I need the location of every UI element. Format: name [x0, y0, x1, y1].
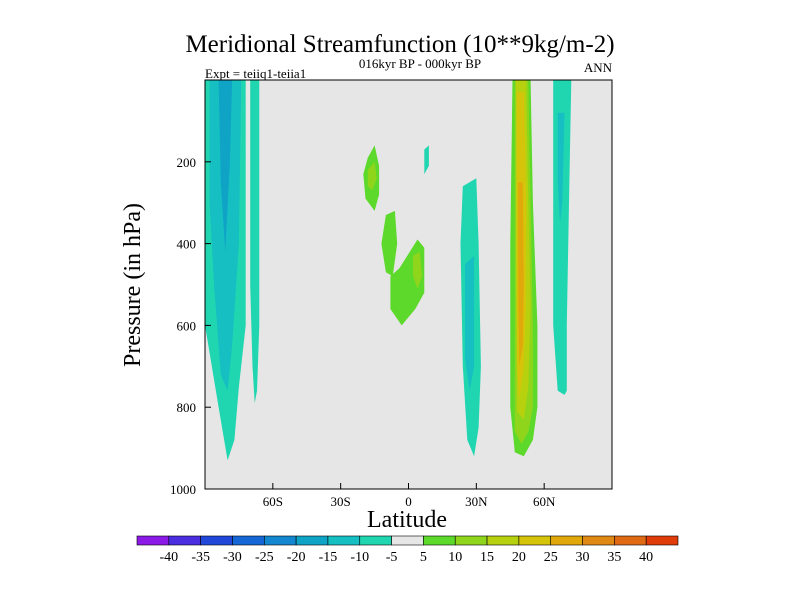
colorbar-swatch	[423, 535, 456, 546]
contour-region-southern-band-core	[218, 80, 233, 252]
chart-right-string: ANN	[584, 60, 613, 75]
colorbar-swatch	[518, 535, 552, 546]
chart-title: Meridional Streamfunction (10**9kg/m-2)	[185, 31, 614, 58]
colorbar-label: 20	[512, 550, 526, 565]
x-tick-label: 30N	[465, 494, 488, 509]
colorbar-swatch	[614, 535, 647, 546]
plot-area: 60S 30S 0 30N 60N 200 400 600 800 1000	[170, 79, 613, 509]
colorbar-label: 5	[420, 550, 427, 565]
x-tick-label: 60S	[263, 494, 283, 509]
x-axis-ticks: 60S 30S 0 30N 60N	[263, 483, 556, 509]
x-tick-label: 0	[405, 494, 412, 509]
y-axis-ticks: 200 400 600 800 1000	[170, 155, 211, 497]
colorbar-swatch	[454, 535, 488, 546]
colorbar-label: 30	[576, 550, 590, 565]
colorbar-label: -35	[191, 550, 210, 565]
colorbar-swatch	[550, 535, 583, 546]
colorbar-label: 25	[544, 550, 558, 565]
colorbar: -40 -35 -30 -25 -20 -15 -10 -5 5 10 15 20 25 30 35 40	[136, 535, 679, 565]
colorbar-swatch	[486, 535, 520, 546]
colorbar-swatch	[391, 535, 424, 546]
colorbar-swatch	[645, 535, 679, 546]
contour-region-tropical-plume-core-mid	[413, 251, 423, 289]
contour-region-tropical-negative-core	[424, 145, 429, 175]
y-axis-label: Pressure (in hPa)	[120, 203, 146, 367]
colorbar-label: -30	[223, 550, 242, 565]
contour-region-tropical-gap	[424, 341, 432, 346]
y-tick-label: 800	[177, 400, 197, 415]
colorbar-swatch	[582, 535, 615, 546]
contour-region-southern-narrow-band	[250, 80, 260, 404]
colorbar-label: -25	[255, 550, 274, 565]
colorbar-swatch	[168, 535, 201, 546]
colorbar-swatch	[232, 535, 265, 546]
colorbar-label: 10	[448, 550, 462, 565]
colorbar-label: -10	[350, 550, 369, 565]
x-tick-label: 30S	[331, 494, 351, 509]
y-tick-label: 400	[177, 237, 197, 252]
y-tick-label: 1000	[170, 482, 196, 497]
colorbar-label: 40	[639, 550, 653, 565]
colorbar-label: 15	[480, 550, 494, 565]
colorbar-swatch	[200, 535, 233, 546]
colorbar-label: -15	[319, 550, 338, 565]
contour-region-northern-negative-core	[557, 112, 565, 224]
colorbar-label: -20	[287, 550, 306, 565]
colorbar-swatch	[359, 535, 392, 546]
y-tick-label: 200	[177, 155, 197, 170]
chart-center-string: 016kyr BP - 000kyr BP	[359, 56, 481, 71]
contour-region-tropical-plume-core-upper	[367, 161, 377, 191]
contour-region-northern-plume-l30	[518, 182, 524, 367]
colorbar-swatch	[136, 535, 170, 546]
colorbar-swatch	[263, 535, 297, 546]
contour-regions	[205, 80, 572, 473]
colorbar-label: -40	[159, 550, 178, 565]
x-tick-label: 60N	[533, 494, 556, 509]
colorbar-label: -5	[386, 550, 398, 565]
colorbar-swatch	[295, 535, 329, 546]
y-tick-label: 600	[177, 318, 197, 333]
x-axis-label: Latitude	[367, 507, 447, 533]
contour-region-tropical-plume-inner-mid	[381, 210, 398, 277]
chart-left-string: Expt = teiiq1-teiia1	[205, 66, 306, 81]
colorbar-label: 35	[607, 550, 621, 565]
contour-region-midlat-negative-core	[465, 255, 475, 391]
colorbar-swatch	[327, 535, 361, 546]
